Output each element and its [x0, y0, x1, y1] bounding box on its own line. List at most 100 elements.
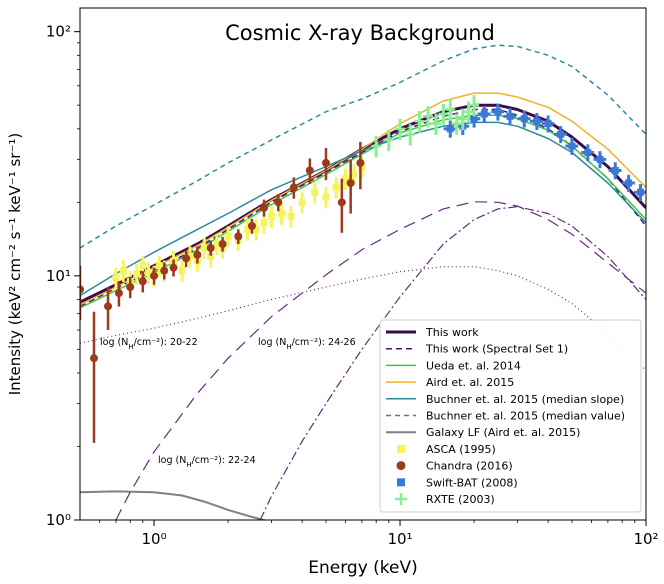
marker	[289, 183, 298, 192]
data-point-asca-1995	[278, 203, 286, 225]
data-point-chandra-2016	[80, 265, 84, 320]
marker	[274, 198, 283, 207]
legend-swatch	[397, 478, 405, 487]
axis-ticks: 10⁰ 10¹ 10² 10⁰ 10¹ 10²	[46, 23, 659, 548]
marker	[322, 193, 330, 201]
data-point-asca-1995	[155, 255, 163, 277]
marker	[611, 167, 619, 175]
marker	[470, 115, 478, 123]
data-point-swift-bat-2008	[608, 162, 622, 180]
data-point-asca-1995	[213, 233, 221, 256]
legend-label: RXTE (2003)	[426, 493, 495, 506]
data-point-chandra-2016	[114, 281, 123, 307]
data-point-swift-bat-2008	[622, 174, 635, 192]
legend: This work This work (Spectral Set 1) Ueda …	[379, 319, 642, 513]
component-curve-9	[259, 206, 646, 520]
marker	[341, 175, 349, 183]
marker	[356, 158, 365, 167]
marker	[155, 262, 163, 270]
legend-item-chandra-2016: Chandra (2016)	[396, 460, 513, 473]
legend-item-galaxy-lf-aird-et-al-2015: Galaxy LF (Aird et. al. 2015)	[386, 426, 580, 439]
data-point-asca-1995	[252, 219, 260, 241]
legend-label: Aird et. al. 2015	[426, 376, 514, 389]
data-point-swift-bat-2008	[581, 144, 595, 162]
legend-item-this-work-spectral-set-1: This work (Spectral Set 1)	[386, 343, 568, 356]
marker	[247, 221, 256, 230]
data-point-chandra-2016	[193, 246, 202, 264]
marker	[260, 219, 268, 227]
annotation-nh-20-22: log (NH/cm⁻²): 20-22	[100, 337, 198, 351]
marker	[186, 252, 194, 260]
data-point-asca-1995	[287, 206, 295, 228]
data-point-swift-bat-2008	[565, 137, 579, 155]
data-point-rxte-2003	[405, 124, 416, 146]
data-point-swift-bat-2008	[633, 184, 646, 202]
x-tick-label: 10⁰	[141, 530, 166, 548]
legend-item-aird-et-al-2015: Aird et. al. 2015	[386, 376, 514, 389]
legend-swatch	[397, 444, 405, 453]
legend-label: Swift-BAT (2008)	[426, 476, 518, 489]
data-point-asca-1995	[311, 182, 319, 204]
data-point-asca-1995	[267, 206, 275, 228]
data-point-chandra-2016	[260, 199, 269, 217]
data-point-asca-1995	[133, 263, 141, 285]
data-point-swift-bat-2008	[593, 151, 607, 169]
legend-label: Galaxy LF (Aird et. al. 2015)	[426, 426, 580, 439]
legend-item-asca-1995: ASCA (1995)	[397, 443, 496, 456]
data-point-chandra-2016	[89, 311, 98, 443]
marker	[506, 112, 514, 120]
marker	[89, 354, 98, 363]
data-point-rxte-2003	[469, 95, 480, 117]
annotation-nh-22-24: log (NH/cm⁻²): 22-24	[158, 455, 256, 469]
chart-title: Cosmic X-ray Background	[225, 21, 495, 45]
marker	[80, 285, 84, 294]
marker	[287, 212, 295, 220]
data-point-rxte-2003	[423, 106, 434, 128]
legend-label: Chandra (2016)	[426, 460, 513, 473]
marker	[207, 252, 215, 260]
marker	[568, 142, 576, 150]
data-point-chandra-2016	[169, 259, 178, 277]
data-point-chandra-2016	[247, 218, 256, 234]
data-point-chandra-2016	[160, 262, 169, 280]
marker	[332, 184, 340, 192]
data-point-rxte-2003	[430, 113, 441, 135]
data-point-swift-bat-2008	[517, 110, 531, 128]
annotations: log (NH/cm⁻²): 20-22 log (NH/cm⁻²): 24-2…	[100, 337, 356, 469]
data-point-rxte-2003	[371, 135, 382, 158]
legend-label: This work (Spectral Set 1)	[425, 343, 568, 356]
marker	[544, 120, 552, 128]
data-point-swift-bat-2008	[554, 126, 567, 144]
data-point-chandra-2016	[274, 194, 283, 212]
marker	[637, 188, 645, 196]
marker	[213, 240, 221, 248]
marker	[446, 125, 454, 133]
marker	[278, 210, 286, 218]
data-point-chandra-2016	[356, 141, 365, 190]
marker	[133, 270, 141, 278]
data-point-chandra-2016	[321, 148, 330, 181]
legend-item-ueda-et-al-2014: Ueda et. al. 2014	[386, 359, 521, 372]
data-point-asca-1995	[186, 246, 194, 268]
series-line-galaxy-lf-aird-et-al-2015	[80, 490, 268, 520]
plot-frame	[79, 7, 647, 521]
data-point-chandra-2016	[218, 236, 227, 252]
data-point-swift-bat-2008	[443, 120, 457, 138]
data-point-rxte-2003	[463, 101, 474, 123]
y-tick-label: 10¹	[46, 267, 71, 285]
data-point-asca-1995	[341, 168, 349, 190]
marker	[139, 262, 147, 270]
marker	[119, 267, 127, 275]
marker	[114, 289, 123, 298]
marker	[145, 269, 153, 277]
marker	[358, 163, 366, 171]
data-point-asca-1995	[200, 237, 208, 260]
y-axis-label: Intensity (keV² cm⁻² s⁻¹ keV⁻¹ sr⁻¹)	[6, 133, 24, 396]
legend-label: ASCA (1995)	[426, 443, 496, 456]
marker	[557, 130, 565, 138]
marker	[138, 277, 147, 286]
marker	[311, 188, 319, 196]
annotation-nh-24-26: log (NH/cm⁻²): 24-26	[258, 337, 356, 351]
series-line-buchner-et-al-2015-median-value	[80, 44, 646, 249]
